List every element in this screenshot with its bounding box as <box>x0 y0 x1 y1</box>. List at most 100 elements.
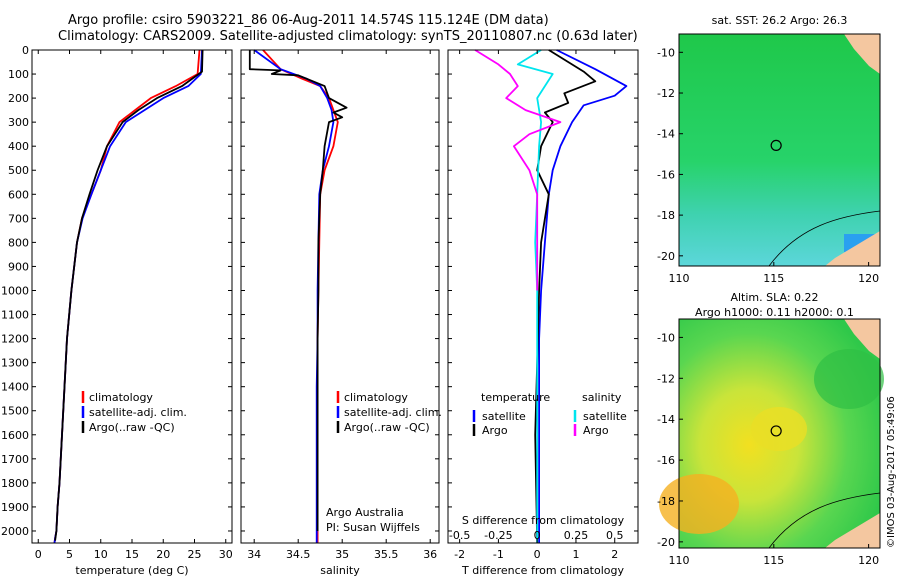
sla-warm-patch <box>751 407 807 451</box>
salinity-series-1 <box>253 49 335 543</box>
diff-top-xlabel: S difference from climatology <box>462 514 625 527</box>
diff-top-tick-label: -0.5 <box>449 529 470 542</box>
temperature-xtick-label: 20 <box>156 548 170 561</box>
sla-map-ytick-label: -18 <box>657 495 675 508</box>
depth-tick-label: 300 <box>8 116 29 129</box>
depth-tick-label: 1400 <box>1 381 29 394</box>
temperature-series-1 <box>53 49 203 544</box>
temperature-series-2 <box>54 49 204 541</box>
salinity-xtick-label: 34.5 <box>286 548 311 561</box>
depth-tick-label: 1000 <box>1 284 29 297</box>
figure-title-line1: Argo profile: csiro 5903221_86 06-Aug-20… <box>68 13 549 28</box>
sst-map-xtick-label: 120 <box>858 272 879 285</box>
sla-map-title: Altim. SLA: 0.22 <box>730 291 818 304</box>
sst-map-island <box>844 34 880 74</box>
depth-tick-label: 400 <box>8 140 29 153</box>
salinity-legend-label: Argo(..raw -QC) <box>344 421 430 434</box>
sla-map-title: Argo h1000: 0.11 h2000: 0.1 <box>695 306 854 319</box>
depth-tick-label: 1200 <box>1 333 29 346</box>
diff-top-tick-label: -0.25 <box>484 529 512 542</box>
sst-map-contour <box>768 210 881 267</box>
depth-tick-label: 200 <box>8 92 29 105</box>
depth-tick-label: 1600 <box>1 429 29 442</box>
depth-tick-label: 1500 <box>1 405 29 418</box>
temperature-xtick-label: 5 <box>66 548 73 561</box>
depth-tick-label: 1300 <box>1 357 29 370</box>
sst-map-ytick-label: -10 <box>657 46 675 59</box>
sla-map-xtick-label: 115 <box>763 554 784 567</box>
salinity-legend-label: satellite-adj. clim. <box>344 406 442 419</box>
salinity-series-2 <box>248 50 348 531</box>
depth-tick-label: 500 <box>8 164 29 177</box>
salinity-xtick-label: 36 <box>423 548 437 561</box>
sla-map-land <box>825 513 880 548</box>
sla-map-contour <box>768 492 881 549</box>
differences-xtick-label: -1 <box>493 548 504 561</box>
sst-map-ytick-label: -14 <box>657 128 675 141</box>
sla-map-ytick-label: -16 <box>657 454 675 467</box>
diff-top-tick-label: 0.5 <box>606 529 624 542</box>
diff-top-tick-label: 0.25 <box>564 529 589 542</box>
depth-tick-label: 1800 <box>1 477 29 490</box>
sla-map-ytick-label: -20 <box>657 536 675 549</box>
differences-xtick-label: 1 <box>572 548 579 561</box>
temperature-series-0 <box>53 49 201 544</box>
pi-annotation: PI: Susan Wijffels <box>326 521 420 534</box>
depth-tick-label: 1700 <box>1 453 29 466</box>
depth-tick-label: 900 <box>8 260 29 273</box>
diff-top-tick-label: 0 <box>534 529 541 542</box>
sla-map: 110 115 120 -10 -12 -14 -16 -18 -20 Altim. SLA: 0… <box>657 291 884 567</box>
depth-tick-label: 2000 <box>1 525 29 538</box>
temperature-xtick-label: 30 <box>219 548 233 561</box>
differences-series-1 <box>534 49 597 544</box>
temperature-xlabel: temperature (deg C) <box>75 564 188 577</box>
depth-tick-label: 800 <box>8 236 29 249</box>
diff-legend-sal-title: salinity <box>582 391 622 404</box>
temperature-chart: 0 5 10 15 20 25 300100200300400500600700800900… <box>1 44 233 577</box>
depth-tick-label: 1900 <box>1 501 29 514</box>
salinity-xtick-label: 35.5 <box>374 548 399 561</box>
depth-tick-label: 700 <box>8 212 29 225</box>
sla-map-ytick-label: -10 <box>657 331 675 344</box>
sst-map-ytick-label: -18 <box>657 209 675 222</box>
depth-tick-label: 0 <box>22 44 29 57</box>
sla-map-xtick-label: 120 <box>858 554 879 567</box>
sla-map-frame <box>678 318 881 549</box>
differences-chart: -2 -1 0 1 2 T difference from climatology <box>447 49 639 577</box>
sst-map-ytick-label: -12 <box>657 87 675 100</box>
differences-xlabel: T difference from climatology <box>461 564 624 577</box>
sla-map-float-marker <box>770 425 782 437</box>
salinity-xlabel: salinity <box>320 564 360 577</box>
sst-map-ytick-label: -16 <box>657 168 675 181</box>
differences-xtick-label: 2 <box>611 548 618 561</box>
sla-map-island <box>844 319 880 359</box>
differences-xtick-label: -2 <box>454 548 465 561</box>
diff-legend-temp-title: temperature <box>481 391 550 404</box>
depth-tick-label: 100 <box>8 68 29 81</box>
salinity-chart: 34 34.5 35 35.5 36 salinity <box>240 49 440 577</box>
sst-map: 110 115 120 -10 -12 -14 -16 -18 -20 sat. SST: 26.… <box>657 14 881 285</box>
depth-tick-label: 1100 <box>1 309 29 322</box>
differences-xtick-label: 0 <box>534 548 541 561</box>
sst-map-frame <box>678 33 881 267</box>
temperature-legend-label: Argo(..raw -QC) <box>89 421 175 434</box>
salinity-legend-label: climatology <box>344 391 408 404</box>
temperature-xtick-label: 0 <box>35 548 42 561</box>
temperature-legend-label: climatology <box>89 391 153 404</box>
depth-tick-label: 600 <box>8 188 29 201</box>
sst-map-xtick-label: 115 <box>763 272 784 285</box>
differences-frame <box>447 49 639 544</box>
differences-series-2 <box>516 49 554 543</box>
diff-legend-label: Argo <box>583 424 609 437</box>
temperature-xtick-label: 25 <box>188 548 202 561</box>
temperature-xtick-label: 15 <box>125 548 139 561</box>
salinity-xtick-label: 34 <box>247 548 261 561</box>
differences-series-3 <box>474 49 562 291</box>
sla-map-ytick-label: -14 <box>657 413 675 426</box>
sst-map-field <box>679 34 880 266</box>
salinity-series-0 <box>262 49 339 543</box>
diff-legend-label: Argo <box>482 424 508 437</box>
temperature-frame <box>31 49 233 544</box>
salinity-xtick-label: 35 <box>335 548 349 561</box>
